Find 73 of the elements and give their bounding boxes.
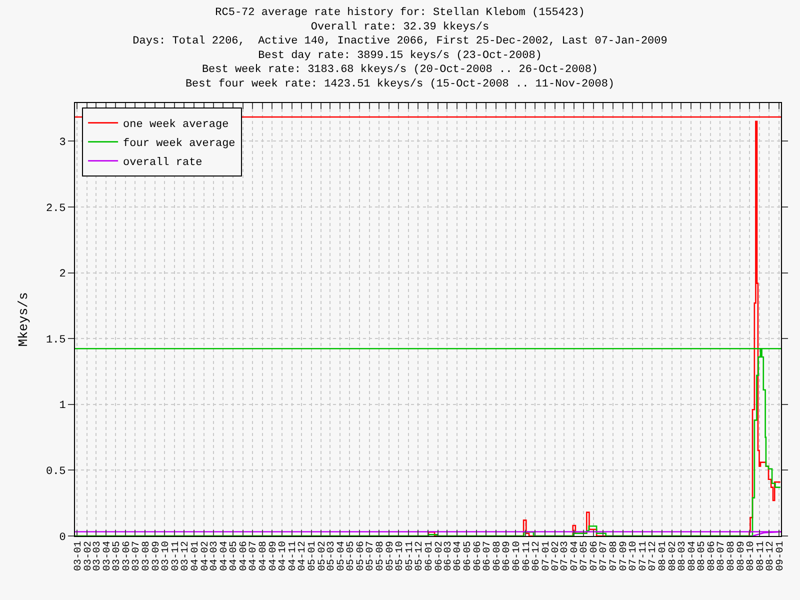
legend-label: four week average bbox=[123, 138, 236, 150]
x-tick-label: 08-11 bbox=[756, 541, 767, 572]
x-tick-label: 03-04 bbox=[102, 541, 114, 572]
y-tick-label: 1 bbox=[59, 400, 66, 412]
x-tick-label: 05-05 bbox=[346, 541, 357, 572]
x-tick-label: 03-05 bbox=[112, 541, 123, 572]
x-tick-label: 08-04 bbox=[687, 541, 698, 572]
x-tick-label: 05-08 bbox=[375, 541, 386, 572]
x-tick-label: 07-03 bbox=[560, 541, 572, 572]
x-tick-label: 06-09 bbox=[502, 541, 514, 572]
x-tick-label: 05-10 bbox=[394, 541, 406, 572]
x-tick-label: 06-06 bbox=[472, 541, 484, 572]
x-tick-label: 07-07 bbox=[599, 541, 610, 572]
x-tick-label: 07-01 bbox=[541, 541, 552, 572]
x-tick-label: 08-05 bbox=[696, 541, 708, 572]
y-tick-label: 3 bbox=[59, 137, 66, 150]
x-tick-label: 04-01 bbox=[190, 541, 202, 572]
x-tick-label: 08-09 bbox=[736, 541, 748, 572]
x-tick-label: 03-10 bbox=[160, 541, 172, 572]
y-tick-label: 2.5 bbox=[46, 202, 66, 215]
x-tick-label: 06-05 bbox=[462, 541, 474, 572]
x-tick-label: 08-06 bbox=[706, 541, 718, 572]
x-tick-label: 03-12 bbox=[180, 541, 192, 572]
x-tick-label: 03-08 bbox=[141, 541, 152, 572]
y-tick-label: 0.5 bbox=[46, 466, 66, 478]
x-tick-label: 06-03 bbox=[443, 541, 454, 572]
x-tick-label: 06-07 bbox=[482, 541, 494, 572]
x-tick-label: 05-07 bbox=[366, 541, 376, 572]
x-tick-label: 04-07 bbox=[248, 541, 260, 572]
x-tick-label: 07-12 bbox=[648, 541, 660, 572]
x-tick-label: 04-04 bbox=[219, 541, 230, 572]
x-tick-label: 06-10 bbox=[512, 541, 523, 572]
x-tick-label: 04-09 bbox=[268, 541, 280, 572]
legend-label: overall rate bbox=[123, 157, 202, 170]
x-tick-label: 03-09 bbox=[151, 541, 162, 572]
x-tick-label: 06-01 bbox=[424, 541, 436, 572]
x-tick-label: 05-04 bbox=[336, 541, 348, 572]
x-tick-label: 05-09 bbox=[385, 541, 396, 572]
x-tick-label: 03-07 bbox=[131, 541, 142, 572]
y-tick-label: 2 bbox=[59, 268, 66, 281]
x-tick-label: 05-11 bbox=[404, 541, 416, 572]
x-tick-label: 08-03 bbox=[677, 541, 688, 572]
x-tick-label: 03-06 bbox=[122, 541, 133, 572]
x-tick-label: 07-10 bbox=[628, 541, 640, 572]
x-tick-label: 03-03 bbox=[92, 541, 104, 572]
x-tick-label: 07-08 bbox=[609, 541, 620, 572]
x-tick-label: 08-07 bbox=[716, 541, 728, 572]
x-tick-label: 05-06 bbox=[356, 541, 367, 572]
x-tick-label: 04-10 bbox=[278, 541, 290, 572]
x-tick-label: 05-01 bbox=[308, 541, 319, 572]
x-tick-label: 06-12 bbox=[531, 541, 542, 572]
x-tick-label: 05-03 bbox=[326, 541, 338, 572]
x-tick-label: 03-11 bbox=[170, 541, 182, 572]
y-axis-title: Mkeys/s bbox=[16, 292, 31, 347]
x-tick-label: 08-12 bbox=[765, 541, 776, 572]
x-tick-label: 08-10 bbox=[746, 541, 757, 572]
y-tick-label: 0 bbox=[59, 532, 66, 544]
x-tick-label: 09-01 bbox=[775, 541, 786, 572]
legend-label: one week average bbox=[123, 119, 229, 132]
x-tick-label: 08-01 bbox=[658, 541, 670, 572]
x-tick-label: 06-08 bbox=[492, 541, 504, 572]
x-tick-label: 04-12 bbox=[298, 541, 309, 572]
y-tick-label: 1.5 bbox=[46, 334, 66, 346]
x-tick-label: 08-08 bbox=[726, 541, 738, 572]
x-tick-label: 07-05 bbox=[580, 541, 591, 572]
chart-title: RC5-72 average rate history for: Stellan Klebom (155423) Overall rate: 32.39 kkeys/s Days: Total 2206, Active 140, Inactive 2066, First 25-Dec-2002, Last 07-Jan-2009 Best day rate: 3899.15 keys/s (23-Oct-2008) Best week rate: 3183.68 kkeys/s (20-Oct-2008 .. 26-Oct-2008) Best four week rate: 1423.51 kkeys/s (15-Oct-2008 .. 11-Nov-2008) bbox=[132, 7, 668, 90]
x-tick-label: 04-08 bbox=[258, 541, 270, 572]
x-tick-label: 06-04 bbox=[453, 541, 464, 572]
x-tick-label: 04-03 bbox=[210, 541, 221, 572]
x-tick-label: 03-01 bbox=[73, 541, 84, 572]
x-tick-label: 04-05 bbox=[229, 541, 240, 572]
x-tick-label: 06-11 bbox=[522, 541, 533, 572]
x-tick-label: 05-12 bbox=[414, 541, 426, 572]
